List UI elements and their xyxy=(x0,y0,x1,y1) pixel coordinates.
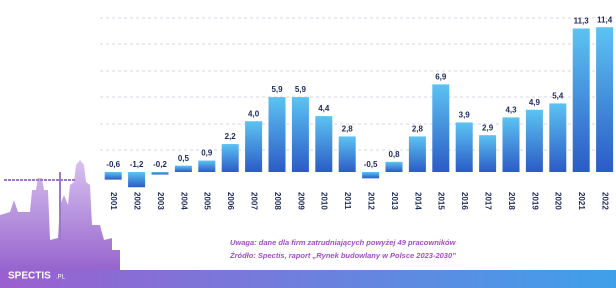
x-tick-label: 2020 xyxy=(554,192,563,210)
bar xyxy=(362,172,379,178)
value-label: 11,4 xyxy=(597,15,613,24)
value-label: 4,3 xyxy=(505,105,517,114)
bar xyxy=(549,103,566,172)
logo-suffix: .PL xyxy=(56,275,66,281)
bar xyxy=(573,28,590,172)
x-tick-label: 2016 xyxy=(460,192,469,210)
value-label: -1,2 xyxy=(130,160,144,169)
bar xyxy=(596,27,613,172)
x-tick-label: 2022 xyxy=(600,192,609,210)
x-tick-label: 2001 xyxy=(109,192,118,210)
value-label: 4,9 xyxy=(529,98,541,107)
note: Uwaga: dane dla firm zatrudniających pow… xyxy=(230,238,457,247)
x-tick-label: 2017 xyxy=(483,192,492,210)
value-label: -0,5 xyxy=(364,160,378,169)
chart: SPECTIS .PL Uwaga: dane dla firm zatrudn… xyxy=(0,0,616,288)
value-label: 5,9 xyxy=(295,85,307,94)
value-label: 11,3 xyxy=(574,17,590,26)
x-tick-label: 2021 xyxy=(577,192,586,210)
x-tick-label: 2005 xyxy=(203,192,212,210)
bar xyxy=(269,97,286,172)
bar xyxy=(479,135,496,172)
value-label: 2,2 xyxy=(225,132,237,141)
x-tick-label: 2013 xyxy=(390,192,399,210)
value-label: 3,9 xyxy=(459,111,471,120)
x-tick-label: 2009 xyxy=(296,192,305,210)
value-label: 6,9 xyxy=(435,72,447,81)
x-tick-label: 2011 xyxy=(343,192,352,210)
bar xyxy=(175,166,192,172)
x-tick-label: 2018 xyxy=(507,192,516,210)
bar xyxy=(526,110,543,172)
note: Źródło: Spectis, raport „Rynek budowlany… xyxy=(229,251,456,260)
bar xyxy=(292,97,309,172)
value-label: 0,5 xyxy=(178,154,190,163)
bar xyxy=(339,136,356,172)
bar xyxy=(409,136,426,172)
x-tick-label: 2003 xyxy=(156,192,165,210)
x-tick-label: 2004 xyxy=(179,192,188,210)
value-label: 2,9 xyxy=(482,123,494,132)
x-tick-label: 2012 xyxy=(366,192,375,210)
bar xyxy=(198,161,215,172)
x-tick-label: 2002 xyxy=(132,192,141,210)
x-tick-label: 2008 xyxy=(273,192,282,210)
x-tick-label: 2014 xyxy=(413,192,422,210)
bar xyxy=(222,144,239,172)
value-label: 4,0 xyxy=(248,109,260,118)
value-label: 0,8 xyxy=(388,150,400,159)
footer-strip xyxy=(0,270,616,288)
bar xyxy=(245,121,262,172)
bar xyxy=(456,122,473,172)
value-label: 2,8 xyxy=(412,125,424,134)
skyline xyxy=(0,160,120,288)
value-label: 5,9 xyxy=(271,85,283,94)
x-tick-label: 2007 xyxy=(249,192,258,210)
value-label: 0,9 xyxy=(201,149,213,158)
bar xyxy=(128,172,145,187)
x-tick-label: 2015 xyxy=(437,192,446,210)
bar xyxy=(503,117,520,172)
logo: SPECTIS xyxy=(8,271,51,282)
value-label: 4,4 xyxy=(318,104,330,113)
bar xyxy=(315,116,332,172)
x-tick-label: 2019 xyxy=(530,192,539,210)
x-tick-label: 2006 xyxy=(226,192,235,210)
bar xyxy=(432,84,449,172)
bar xyxy=(386,162,403,172)
value-label: -0,6 xyxy=(106,160,120,169)
value-label: 5,4 xyxy=(552,92,564,101)
bar xyxy=(152,172,169,175)
value-label: -0,2 xyxy=(153,160,167,169)
value-label: 2,8 xyxy=(342,125,354,134)
bar xyxy=(105,172,122,180)
x-tick-label: 2010 xyxy=(320,192,329,210)
